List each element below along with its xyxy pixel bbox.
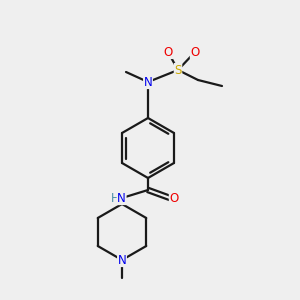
Text: N: N: [117, 191, 126, 205]
Text: H: H: [111, 191, 120, 205]
Text: O: O: [169, 191, 178, 205]
Text: N: N: [144, 76, 152, 88]
Text: O: O: [164, 46, 172, 59]
Text: N: N: [118, 254, 126, 266]
Text: S: S: [174, 64, 182, 76]
Text: O: O: [190, 46, 200, 59]
